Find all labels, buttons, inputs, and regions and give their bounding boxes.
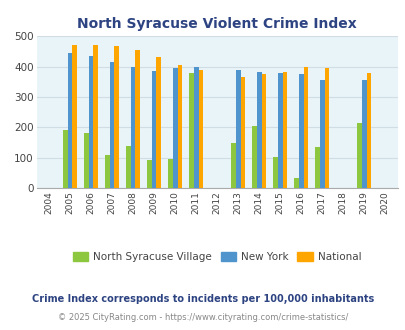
- Bar: [198, 70, 202, 188]
- Bar: [168, 159, 173, 188]
- Bar: [126, 146, 130, 188]
- Bar: [114, 46, 119, 188]
- Bar: [356, 123, 361, 188]
- Bar: [235, 70, 240, 188]
- Bar: [89, 56, 93, 188]
- Bar: [298, 74, 303, 188]
- Bar: [231, 143, 235, 188]
- Legend: North Syracuse Village, New York, National: North Syracuse Village, New York, Nation…: [68, 248, 365, 267]
- Bar: [273, 157, 277, 188]
- Bar: [194, 67, 198, 188]
- Bar: [93, 45, 98, 188]
- Bar: [72, 46, 77, 188]
- Bar: [173, 68, 177, 188]
- Bar: [135, 50, 140, 188]
- Bar: [68, 53, 72, 188]
- Bar: [147, 160, 151, 188]
- Bar: [240, 77, 245, 188]
- Bar: [130, 67, 135, 188]
- Bar: [282, 72, 286, 188]
- Bar: [84, 133, 89, 188]
- Bar: [324, 69, 328, 188]
- Bar: [151, 71, 156, 188]
- Bar: [252, 126, 256, 188]
- Bar: [177, 65, 182, 188]
- Bar: [315, 147, 319, 188]
- Bar: [319, 80, 324, 188]
- Text: © 2025 CityRating.com - https://www.cityrating.com/crime-statistics/: © 2025 CityRating.com - https://www.city…: [58, 313, 347, 322]
- Bar: [256, 72, 261, 188]
- Bar: [63, 129, 68, 188]
- Bar: [110, 62, 114, 188]
- Title: North Syracuse Violent Crime Index: North Syracuse Violent Crime Index: [77, 17, 356, 31]
- Bar: [261, 74, 266, 188]
- Bar: [366, 73, 370, 188]
- Bar: [156, 57, 161, 188]
- Bar: [361, 80, 366, 188]
- Bar: [189, 73, 194, 188]
- Bar: [303, 67, 307, 188]
- Bar: [294, 179, 298, 188]
- Bar: [105, 155, 110, 188]
- Text: Crime Index corresponds to incidents per 100,000 inhabitants: Crime Index corresponds to incidents per…: [32, 294, 373, 304]
- Bar: [277, 73, 282, 188]
